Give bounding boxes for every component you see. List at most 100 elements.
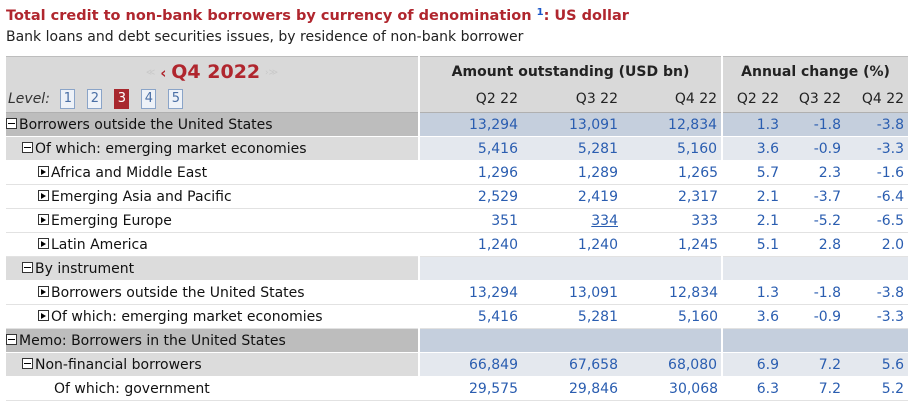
table-cell[interactable]: -6.5 [845, 208, 909, 233]
table-cell[interactable]: 1,245 [622, 232, 723, 257]
table-cell[interactable]: 1.3 [721, 112, 784, 137]
row-label-text: Memo: Borrowers in the United States [19, 332, 286, 349]
last-period-icon[interactable]: ≫ [268, 67, 279, 78]
table-cell[interactable]: 5,416 [419, 304, 522, 329]
row-label: Borrowers outside the United States [6, 280, 419, 305]
table-cell[interactable]: -5.2 [783, 208, 846, 233]
table-cell[interactable]: 5,416 [418, 136, 522, 161]
table-cell[interactable]: 2.3 [783, 160, 846, 185]
table-cell[interactable]: 68,080 [622, 352, 723, 377]
table-cell[interactable]: 5.1 [722, 232, 784, 257]
level-1-button[interactable]: 1 [60, 89, 76, 110]
level-label: Level: [8, 91, 50, 108]
table-cell[interactable]: -0.9 [783, 136, 846, 161]
level-5-button[interactable]: 5 [168, 89, 184, 110]
table-row: By instrument [6, 256, 909, 281]
table-cell[interactable]: -3.3 [845, 136, 909, 161]
table-cell[interactable]: -3.8 [845, 112, 909, 137]
table-cell[interactable]: 2.1 [722, 208, 784, 233]
amount-header: Amount outstanding (USD bn) [417, 56, 723, 87]
table-cell[interactable]: 1,289 [522, 160, 622, 185]
expand-icon[interactable] [38, 165, 49, 177]
table-cell[interactable]: 1.3 [722, 280, 784, 305]
table-cell[interactable]: 5,281 [522, 136, 622, 161]
row-label: Latin America [6, 232, 419, 257]
table-row: Non-financial borrowers 66,849 67,658 68… [6, 352, 909, 377]
table-cell[interactable]: 12,834 [622, 112, 723, 137]
table-cell[interactable]: 2.8 [783, 232, 846, 257]
table-cell[interactable]: 2,317 [622, 184, 723, 209]
collapse-icon[interactable] [6, 333, 17, 345]
table-cell[interactable]: 333 [622, 208, 723, 233]
table-cell[interactable]: 2.1 [722, 184, 784, 209]
table-cell [783, 256, 846, 281]
table-cell[interactable]: 67,658 [522, 352, 622, 377]
table-cell[interactable]: -1.8 [783, 112, 846, 137]
table-cell[interactable]: 13,294 [418, 112, 522, 137]
level-4-button[interactable]: 4 [141, 89, 157, 110]
row-label: Africa and Middle East [6, 160, 419, 185]
expand-icon[interactable] [38, 285, 49, 297]
footnote-link[interactable]: 1 [536, 7, 544, 18]
row-label-text: Of which: emerging market economies [51, 308, 323, 325]
table-cell[interactable]: 29,575 [419, 376, 522, 401]
prev-period-icon[interactable]: ‹ [160, 63, 167, 82]
row-label-text: Africa and Middle East [51, 164, 208, 181]
table-cell[interactable]: 1,296 [419, 160, 522, 185]
table-cell[interactable]: -1.6 [845, 160, 909, 185]
table-cell[interactable]: 5,160 [622, 136, 723, 161]
level-3-button[interactable]: 3 [114, 89, 130, 110]
table-cell[interactable]: 7.2 [783, 376, 846, 401]
table-cell[interactable]: 3.6 [721, 136, 784, 161]
table-cell[interactable]: 1,265 [622, 160, 723, 185]
table-cell[interactable]: 6.9 [721, 352, 784, 377]
collapse-icon[interactable] [22, 261, 33, 273]
table-cell[interactable]: 12,834 [622, 280, 723, 305]
row-label-text: Borrowers outside the United States [51, 284, 305, 301]
first-period-icon[interactable]: ≪ [145, 67, 156, 78]
table-cell[interactable]: 334 [522, 208, 622, 233]
col-header: Q4 22 [622, 86, 723, 113]
level-2-button[interactable]: 2 [87, 89, 103, 110]
collapse-icon[interactable] [22, 141, 33, 153]
row-label-text: Latin America [51, 236, 148, 253]
table-cell[interactable]: 13,091 [522, 112, 622, 137]
table-cell[interactable]: 1,240 [522, 232, 622, 257]
collapse-icon[interactable] [6, 117, 17, 129]
expand-icon[interactable] [38, 237, 49, 249]
collapse-icon[interactable] [22, 357, 33, 369]
page-title: Total credit to non-bank borrowers by cu… [6, 3, 910, 26]
table-cell[interactable]: 5.2 [845, 376, 909, 401]
table-cell[interactable]: 351 [419, 208, 522, 233]
expand-icon[interactable] [38, 309, 49, 321]
next-period-icon[interactable]: › [265, 67, 269, 78]
table-cell[interactable]: 30,068 [622, 376, 723, 401]
table-cell[interactable]: 66,849 [418, 352, 522, 377]
table-cell[interactable]: 5,160 [622, 304, 723, 329]
title-suffix: : US dollar [543, 8, 629, 24]
table-cell[interactable]: -0.9 [783, 304, 846, 329]
table-cell[interactable]: 13,294 [419, 280, 522, 305]
table-cell[interactable]: 6.3 [722, 376, 784, 401]
table-cell[interactable]: -1.8 [783, 280, 846, 305]
table-cell[interactable]: 5.7 [722, 160, 784, 185]
table-cell[interactable]: 7.2 [783, 352, 846, 377]
row-label-text: By instrument [35, 260, 135, 277]
table-cell [522, 256, 622, 281]
table-cell[interactable]: 2,529 [419, 184, 522, 209]
table-cell[interactable]: -3.8 [845, 280, 909, 305]
table-cell[interactable]: 1,240 [419, 232, 522, 257]
table-cell[interactable]: -3.3 [845, 304, 909, 329]
expand-icon[interactable] [38, 213, 49, 225]
table-cell[interactable]: 3.6 [722, 304, 784, 329]
table-cell[interactable]: 13,091 [522, 280, 622, 305]
table-cell[interactable]: 5,281 [522, 304, 622, 329]
table-cell[interactable]: 29,846 [522, 376, 622, 401]
expand-icon[interactable] [38, 189, 49, 201]
table-cell[interactable]: -3.7 [783, 184, 846, 209]
table-cell[interactable]: 2,419 [522, 184, 622, 209]
table-cell[interactable]: 5.6 [845, 352, 909, 377]
table-cell[interactable]: -6.4 [845, 184, 909, 209]
table-cell[interactable]: 2.0 [845, 232, 909, 257]
